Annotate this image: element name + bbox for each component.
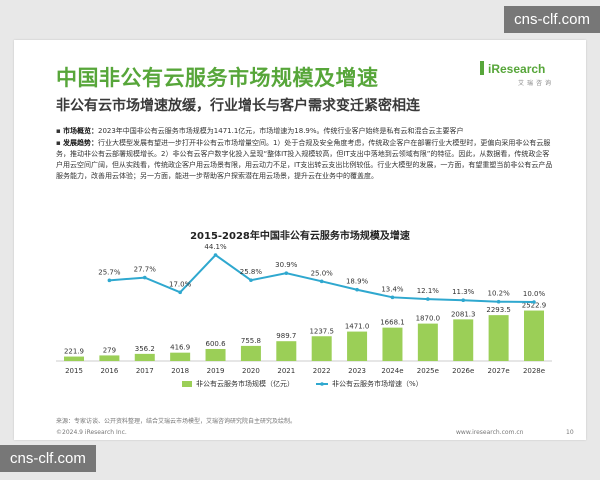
growth-label-2027e: 10.2%: [487, 290, 510, 298]
footer-url: www.iresearch.com.cn: [456, 429, 524, 436]
bullet-market-overview: ▪ 市场概览：2023年中国非公有云服务市场规模为1471.1亿元，市场增速为1…: [56, 127, 464, 135]
watermark-bottom: cns-clf.com: [0, 445, 96, 472]
x-tick-2026e: 2026e: [452, 367, 474, 375]
growth-label-2026e: 11.3%: [452, 288, 475, 296]
growth-point-2023: [355, 287, 359, 292]
growth-label-2020: 25.8%: [240, 268, 263, 276]
bullet-label: 市场概览：: [62, 127, 98, 135]
x-tick-2023: 2023: [348, 367, 366, 375]
bar-label-2021: 989.7: [276, 332, 296, 340]
bar-label-2025e: 1870.0: [416, 315, 441, 323]
footer-source: 来源：专家访谈、公开资料整理，结合艾瑞云市场模型，艾瑞咨询研究院自主研究及绘制。: [56, 418, 297, 425]
growth-label-2019: 44.1%: [204, 243, 227, 251]
growth-point-2022: [319, 279, 324, 284]
bar-label-2020: 755.8: [241, 337, 261, 345]
growth-point-2020: [249, 278, 253, 283]
market-chart: 2015-2028年中国非公有云服务市场规模及增速 221.9 2015 279 20…: [56, 229, 552, 388]
x-tick-2020: 2020: [242, 367, 260, 375]
growth-point-2026e: [461, 298, 466, 303]
growth-label-2018: 17.0%: [169, 280, 192, 288]
x-tick-2021: 2021: [277, 367, 295, 375]
legend-bar-swatch: [182, 381, 192, 387]
growth-point-2016: [107, 278, 112, 283]
bar-label-2016: 279: [103, 346, 116, 354]
growth-point-2019: [213, 253, 218, 257]
x-tick-2027e: 2027e: [488, 367, 510, 375]
growth-label-2017: 27.7%: [134, 266, 157, 274]
growth-label-2023: 18.9%: [346, 278, 369, 286]
growth-point-2024e: [390, 295, 395, 300]
growth-point-2027e: [496, 299, 501, 304]
bar-2021: [276, 341, 297, 361]
bullet-label: 发展趋势：: [62, 139, 98, 147]
bar-label-2024e: 1668.1: [380, 319, 405, 327]
bullet-text: 行业大模型发展有望进一步打开非公有云市场增量空间。1）处于合规及安全角度考虑，传…: [56, 139, 553, 180]
growth-point-2018: [178, 290, 182, 295]
growth-label-2022: 25.0%: [311, 269, 334, 277]
bar-2026e: [453, 319, 474, 361]
x-tick-2024e: 2024e: [381, 367, 403, 375]
growth-label-2024e: 13.4%: [381, 285, 404, 293]
bar-2027e: [488, 315, 509, 361]
bar-2016: [99, 355, 120, 361]
bar-2022: [311, 336, 332, 361]
bar-label-2015: 221.9: [64, 348, 84, 356]
iresearch-logo: iResearch 艾瑞咨询: [478, 58, 566, 92]
bar-label-2018: 416.9: [170, 344, 190, 352]
logo-bar-icon: [480, 61, 484, 75]
slide-subtitle: 非公有云市场增速放缓，行业增长与客户需求变迁紧密相连: [56, 98, 420, 114]
legend-line-marker: [320, 382, 324, 386]
bar-label-2019: 600.6: [206, 340, 227, 348]
growth-label-2016: 25.7%: [98, 268, 121, 276]
bullet-trend: ▪ 发展趋势：行业大模型发展有望进一步打开非公有云市场增量空间。1）处于合规及安…: [56, 139, 553, 180]
bullet-text: 2023年中国非公有云服务市场规模为1471.1亿元，市场增速为18.9%。传统…: [97, 127, 464, 135]
bar-2015: [64, 356, 84, 361]
slide-title: 中国非公有云服务市场规模及增速: [56, 66, 379, 90]
summary-bullets: ▪ 市场概览：2023年中国非公有云服务市场规模为1471.1亿元，市场增速为1…: [56, 126, 556, 183]
bar-label-2022: 1237.5: [309, 327, 334, 335]
growth-point-2028e: [532, 300, 536, 304]
x-tick-2028e: 2028e: [523, 367, 545, 375]
legend-line-label: 非公有云服务市场增速（%）: [332, 379, 423, 388]
bar-2017: [134, 353, 155, 361]
growth-point-2021: [284, 271, 289, 275]
bar-label-2023: 1471.0: [345, 323, 370, 331]
x-tick-2018: 2018: [171, 367, 189, 375]
legend-bar-label: 非公有云服务市场规模（亿元）: [196, 379, 294, 388]
x-tick-2025e: 2025e: [417, 367, 439, 375]
bar-label-2027e: 2293.5: [486, 306, 511, 314]
bar-label-2017: 356.2: [135, 345, 155, 353]
footer-copyright: ©2024.9 iResearch Inc.: [56, 429, 127, 436]
watermark-top: cns-clf.com: [504, 6, 600, 33]
growth-label-2028e: 10.0%: [523, 290, 546, 298]
bar-label-2028e: 2522.9: [522, 302, 547, 310]
bar-2019: [205, 348, 226, 361]
page-number: 10: [566, 429, 574, 436]
bar-2018: [170, 352, 191, 361]
growth-label-2025e: 12.1%: [417, 287, 440, 295]
x-tick-2019: 2019: [207, 367, 225, 375]
x-tick-2015: 2015: [65, 367, 83, 375]
x-tick-2016: 2016: [100, 367, 118, 375]
x-tick-2017: 2017: [136, 367, 154, 375]
bar-2020: [240, 345, 261, 361]
bar-label-2026e: 2081.3: [451, 310, 476, 318]
report-slide: 中国非公有云服务市场规模及增速 非公有云市场增速放缓，行业增长与客户需求变迁紧密…: [14, 40, 586, 440]
logo-name: iResearch: [488, 62, 546, 76]
growth-point-2017: [142, 275, 147, 280]
chart-title: 2015-2028年中国非公有云服务市场规模及增速: [190, 229, 410, 242]
bar-2025e: [417, 323, 438, 361]
bar-2024e: [382, 327, 403, 361]
bar-2028e: [524, 310, 544, 361]
bar-2023: [347, 331, 368, 361]
growth-label-2021: 30.9%: [275, 261, 298, 269]
growth-point-2025e: [426, 297, 430, 301]
x-tick-2022: 2022: [313, 367, 331, 375]
logo-sub: 艾瑞咨询: [518, 80, 555, 87]
